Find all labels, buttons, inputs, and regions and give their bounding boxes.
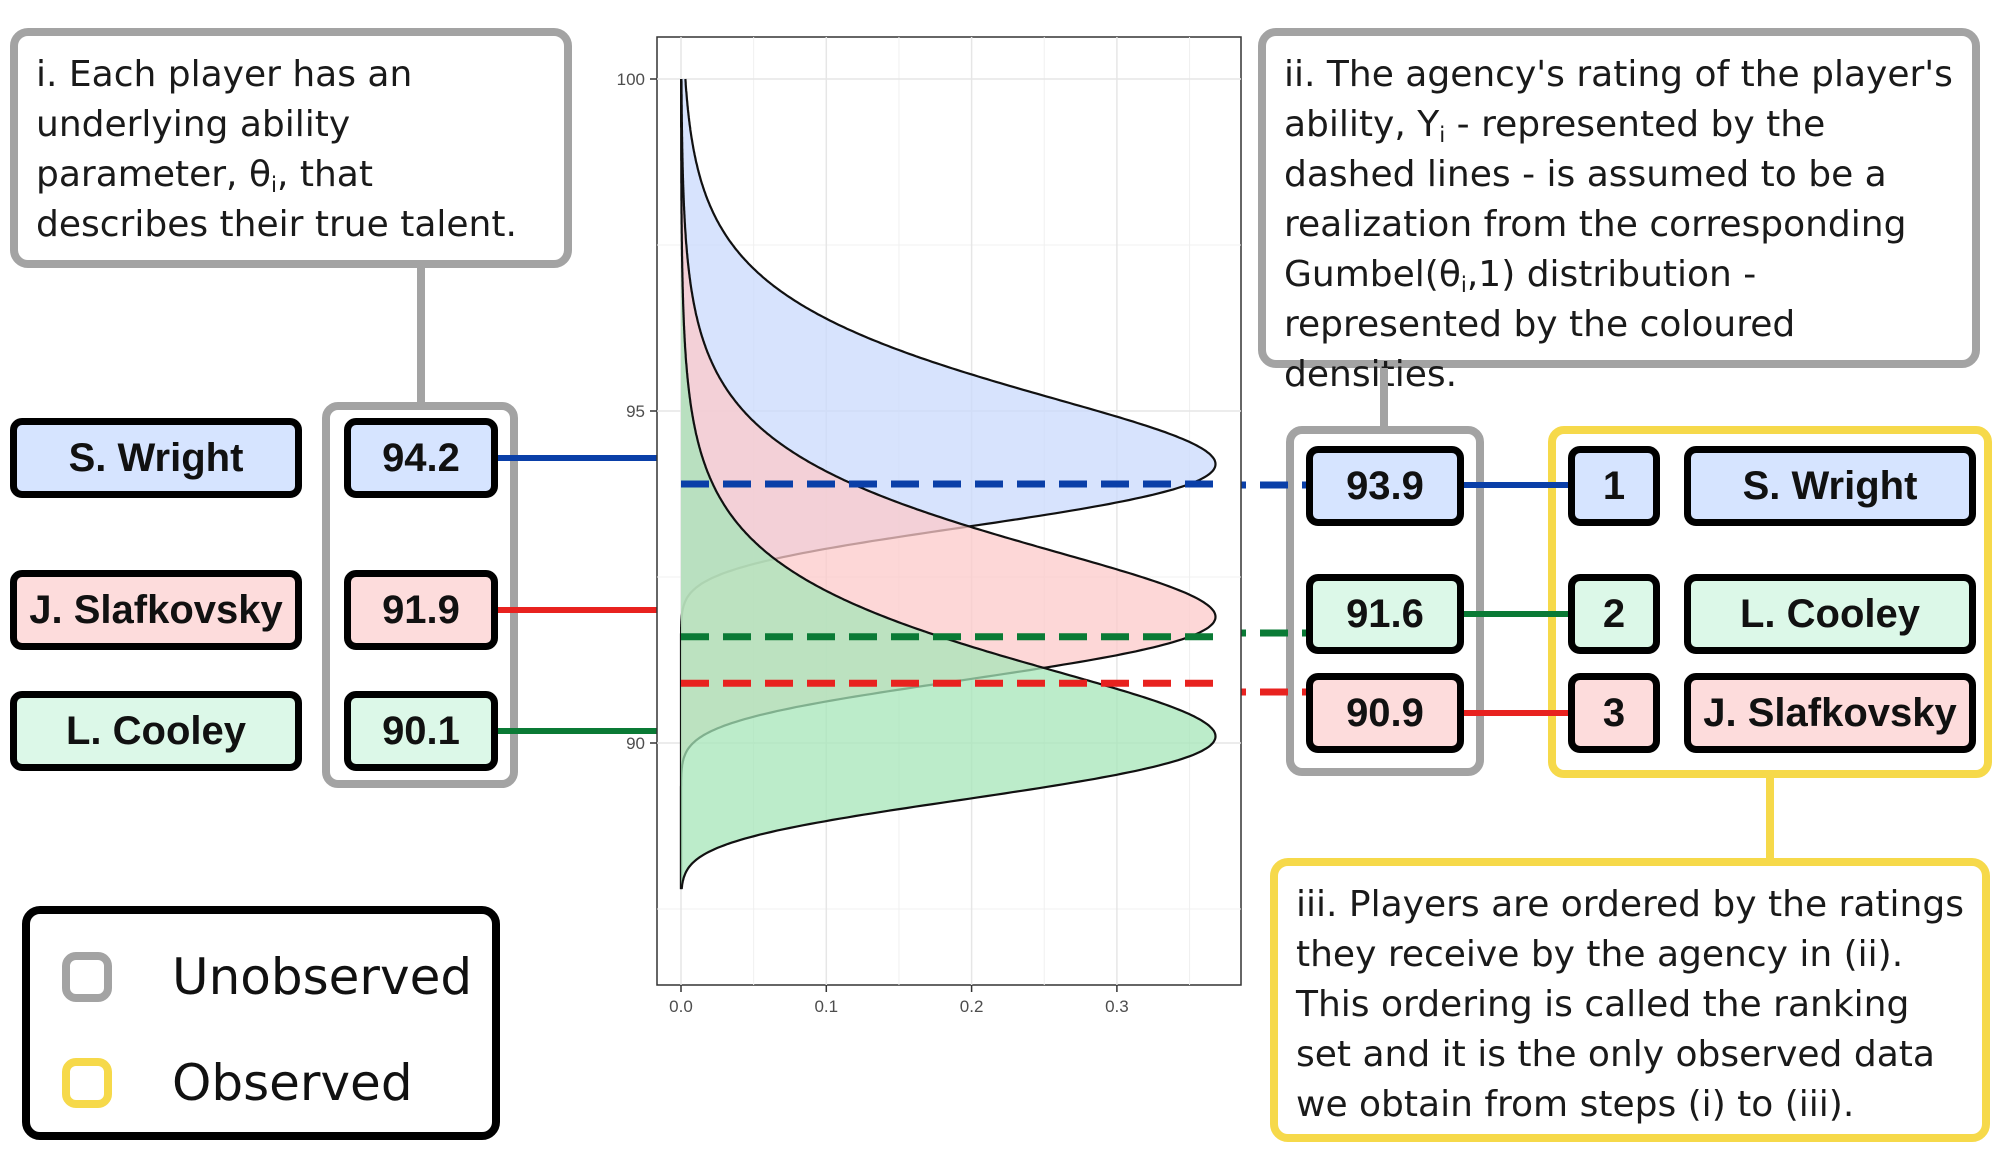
observed-swatch [62, 1058, 112, 1108]
theta-value: 91.9 [344, 570, 498, 650]
theta-value: 94.2 [344, 418, 498, 498]
rank-name: J. Slafkovsky [1684, 673, 1976, 753]
unobserved-swatch [62, 952, 112, 1002]
densities [679, 78, 1217, 890]
rating-value: 93.9 [1306, 446, 1464, 526]
note-ii: ii. The agency's rating of the player's … [1258, 28, 1980, 395]
theta-group [322, 402, 518, 788]
density-outline-blue [679, 78, 1217, 890]
rating-group [1286, 426, 1484, 776]
note-iii: iii. Players are ordered by the ratings … [1270, 858, 1990, 1142]
player-name-left: J. Slafkovsky [10, 570, 302, 650]
legend: Unobserved Observed [22, 906, 500, 1140]
density-red [681, 79, 1216, 890]
rank-number: 2 [1568, 574, 1660, 654]
rank-number: 3 [1568, 673, 1660, 753]
rating-value: 90.9 [1306, 673, 1464, 753]
player-name-left: S. Wright [10, 418, 302, 498]
rank-number: 1 [1568, 446, 1660, 526]
grid [657, 37, 1241, 985]
observed-dashes [681, 480, 1218, 687]
legend-unobserved: Unobserved [172, 948, 473, 1006]
connector-ii [1380, 368, 1388, 428]
x-tick-label: 0.2 [960, 997, 984, 1016]
rank-name: S. Wright [1684, 446, 1976, 526]
density-outline-green [680, 79, 1217, 890]
axis-ticks: 0.0 0.1 0.2 0.3 90 95 100 [617, 70, 1129, 1016]
density-outline-red [679, 79, 1217, 890]
plot-panel [656, 36, 1242, 986]
note-i: i. Each player has an underlying ability… [10, 28, 572, 268]
connector-iii [1766, 778, 1774, 860]
y-tick-label: 100 [617, 70, 645, 89]
x-tick-label: 0.0 [669, 997, 693, 1016]
theta-value: 90.1 [344, 691, 498, 771]
density-green [681, 79, 1216, 890]
ranking-group [1548, 426, 1992, 778]
x-tick-label: 0.3 [1105, 997, 1129, 1016]
legend-observed: Observed [172, 1054, 413, 1112]
connector-i [417, 268, 425, 404]
y-tick-label: 95 [626, 402, 645, 421]
x-tick-label: 0.1 [814, 997, 838, 1016]
player-name-left: L. Cooley [10, 691, 302, 771]
rating-value: 91.6 [1306, 574, 1464, 654]
density-blue [681, 79, 1216, 890]
rank-name: L. Cooley [1684, 574, 1976, 654]
y-tick-label: 90 [626, 734, 645, 753]
